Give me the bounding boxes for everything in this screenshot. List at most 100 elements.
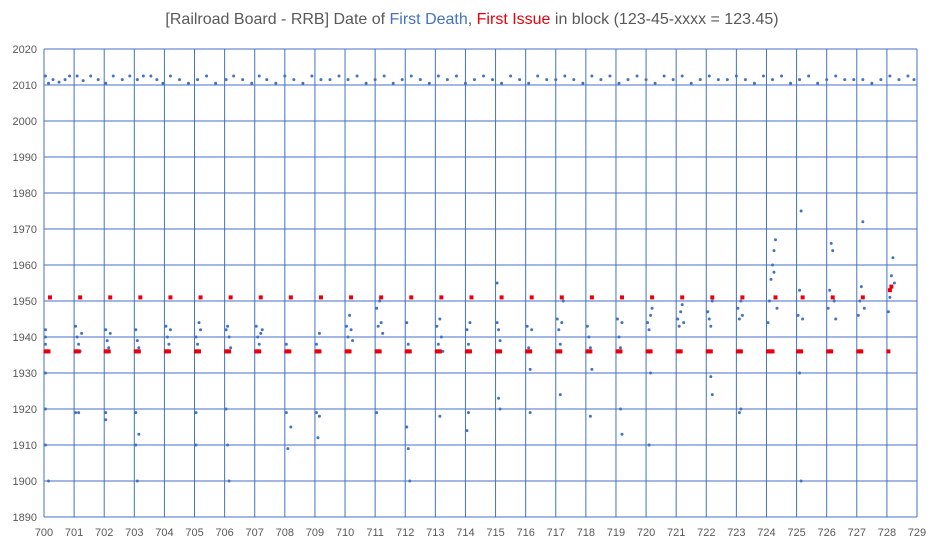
x-tick-label-705: 705 <box>185 527 203 539</box>
first-death-point <box>468 321 472 325</box>
first-death-point <box>775 306 779 310</box>
first-death-point <box>283 74 287 78</box>
first-death-point <box>912 78 916 82</box>
first-issue-point <box>678 349 683 354</box>
first-death-point <box>649 371 653 375</box>
first-death-point <box>74 411 78 415</box>
first-death-point <box>706 310 710 314</box>
first-issue-point <box>46 349 51 354</box>
first-issue-point <box>499 295 504 300</box>
first-issue-point <box>136 349 141 354</box>
first-death-point <box>120 78 124 82</box>
first-death-point <box>617 335 621 339</box>
first-death-point <box>194 335 198 339</box>
first-death-point <box>317 331 321 335</box>
first-death-point <box>197 321 201 325</box>
first-issue-point <box>558 349 563 354</box>
first-issue-point <box>168 295 173 300</box>
first-death-point <box>224 78 228 82</box>
first-death-point <box>199 328 203 332</box>
first-death-point <box>328 78 332 82</box>
first-death-point <box>498 407 502 411</box>
first-death-point <box>168 74 172 78</box>
first-death-point <box>653 81 657 85</box>
first-death-point <box>709 375 713 379</box>
first-death-point <box>438 414 442 418</box>
first-death-point <box>376 324 380 328</box>
first-death-point <box>767 299 771 303</box>
first-death-point <box>316 436 320 440</box>
first-issue-point <box>529 295 534 300</box>
first-death-point <box>677 324 681 328</box>
first-death-point <box>710 299 714 303</box>
first-death-point <box>879 78 883 82</box>
first-death-point <box>682 321 686 325</box>
first-death-point <box>418 78 422 82</box>
first-death-point <box>554 78 558 82</box>
y-tick-label-2020: 2020 <box>13 44 37 56</box>
first-death-point <box>381 331 385 335</box>
first-death-point <box>405 321 409 325</box>
first-death-point <box>47 81 51 85</box>
x-tick-label-702: 702 <box>95 527 113 539</box>
first-death-point <box>406 447 410 451</box>
x-tick-label-718: 718 <box>577 527 595 539</box>
first-death-point <box>608 74 612 78</box>
first-death-point <box>725 78 729 82</box>
first-death-point <box>165 335 169 339</box>
x-tick-label-717: 717 <box>547 527 565 539</box>
first-death-point <box>205 74 209 78</box>
first-issue-point <box>317 349 322 354</box>
first-death-point <box>772 249 776 253</box>
first-death-point <box>44 371 48 375</box>
first-death-point <box>465 429 469 433</box>
first-death-point <box>409 74 413 78</box>
first-death-point <box>346 335 350 339</box>
first-death-point <box>555 317 559 321</box>
first-death-point <box>274 81 278 85</box>
first-death-point <box>405 425 409 429</box>
x-tick-label-723: 723 <box>727 527 745 539</box>
first-issue-point <box>708 349 713 354</box>
first-death-point <box>649 313 653 317</box>
x-tick-label-714: 714 <box>456 527 474 539</box>
first-death-point <box>351 339 355 343</box>
first-death-point <box>662 74 666 78</box>
first-death-point <box>888 74 892 78</box>
first-death-point <box>224 328 228 332</box>
first-death-point <box>527 346 531 350</box>
first-death-point <box>834 317 838 321</box>
first-death-point <box>561 299 565 303</box>
first-death-point <box>257 74 261 78</box>
first-death-point <box>382 74 386 78</box>
first-death-point <box>620 321 624 325</box>
y-tick-label-1980: 1980 <box>13 188 37 200</box>
x-tick-label-704: 704 <box>155 527 173 539</box>
first-issue-point <box>198 295 203 300</box>
first-death-point <box>774 238 778 242</box>
first-death-point <box>286 447 290 451</box>
first-death-point <box>128 74 132 78</box>
first-death-point <box>137 432 141 436</box>
first-death-point <box>766 321 770 325</box>
first-issue-point <box>773 295 778 300</box>
x-tick-label-728: 728 <box>878 527 896 539</box>
first-issue-point <box>618 349 623 354</box>
first-issue-point <box>377 349 382 354</box>
first-death-point <box>226 324 230 328</box>
first-death-point <box>214 81 218 85</box>
first-death-point <box>134 443 138 447</box>
first-death-point <box>346 78 350 82</box>
first-death-point <box>737 411 741 415</box>
first-issue-point <box>886 349 891 354</box>
first-death-point <box>355 74 359 78</box>
first-death-point <box>196 78 200 82</box>
x-tick-label-711: 711 <box>366 527 384 539</box>
first-death-point <box>740 313 744 317</box>
y-tick-label-1950: 1950 <box>13 296 37 308</box>
first-death-point <box>482 74 486 78</box>
y-tick-label-1940: 1940 <box>13 332 37 344</box>
first-death-point <box>826 306 830 310</box>
first-death-point <box>257 342 261 346</box>
first-issue-point <box>106 349 111 354</box>
